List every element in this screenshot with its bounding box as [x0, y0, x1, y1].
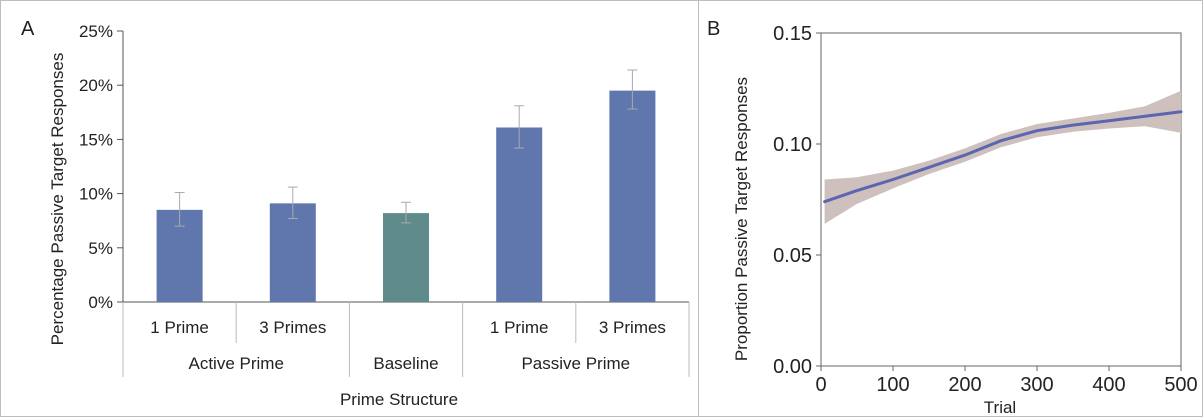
- y-tick-label: 0.10: [773, 134, 812, 156]
- y-tick-label: 10%: [79, 185, 113, 204]
- trend-line: [823, 110, 1183, 204]
- bar: [383, 213, 429, 302]
- category-label: 1 Prime: [150, 318, 209, 337]
- group-label: Passive Prime: [521, 354, 630, 373]
- category-label: 1 Prime: [490, 318, 549, 337]
- bar: [269, 203, 316, 302]
- y-axis-label: Proportion Passive Target Responses: [732, 77, 751, 361]
- y-tick-label: 0.00: [773, 356, 812, 378]
- x-tick-label: 0: [815, 374, 826, 396]
- y-tick-label: 20%: [79, 76, 113, 95]
- category-label: 3 Primes: [259, 318, 326, 337]
- y-tick-label: 5%: [88, 239, 113, 258]
- plot-frame: [820, 32, 1182, 367]
- x-axis-label: Prime Structure: [340, 390, 458, 409]
- panel-b: B 0.00 0.05 0.10 0.15 0 100 200 300 400 500 Propo…: [699, 0, 1203, 417]
- x-axis-label: Trial: [984, 398, 1016, 417]
- x-tick-label: 300: [1020, 374, 1053, 396]
- y-tick-label: 0.15: [773, 23, 812, 45]
- group-label: Active Prime: [188, 354, 283, 373]
- x-tick-label: 100: [876, 374, 909, 396]
- panel-a: A 0% 5% 10% 15% 20% 25% 1 Prime 3 Primes 1 Prime…: [0, 0, 699, 417]
- panel-label-a: A: [21, 18, 35, 40]
- y-tick-label: 25%: [79, 22, 113, 41]
- x-tick-label: 200: [948, 374, 981, 396]
- y-tick-label: 0%: [88, 293, 113, 312]
- y-tick-label: 15%: [79, 130, 113, 149]
- bar: [609, 90, 656, 303]
- group-label: Baseline: [373, 354, 438, 373]
- line-chart: B 0.00 0.05 0.10 0.15 0 100 200 300 400 500 Propo…: [707, 18, 1198, 417]
- bar: [496, 127, 543, 302]
- category-label: 3 Primes: [599, 318, 666, 337]
- x-tick-label: 400: [1092, 374, 1125, 396]
- confidence-band: [824, 90, 1181, 224]
- x-tick-label: 500: [1164, 374, 1197, 396]
- panel-label-b: B: [707, 18, 720, 40]
- bar-chart: A 0% 5% 10% 15% 20% 25% 1 Prime 3 Primes 1 Prime…: [21, 18, 690, 409]
- y-tick-label: 0.05: [773, 245, 812, 267]
- y-axis-label: Percentage Passive Target Responses: [48, 53, 67, 346]
